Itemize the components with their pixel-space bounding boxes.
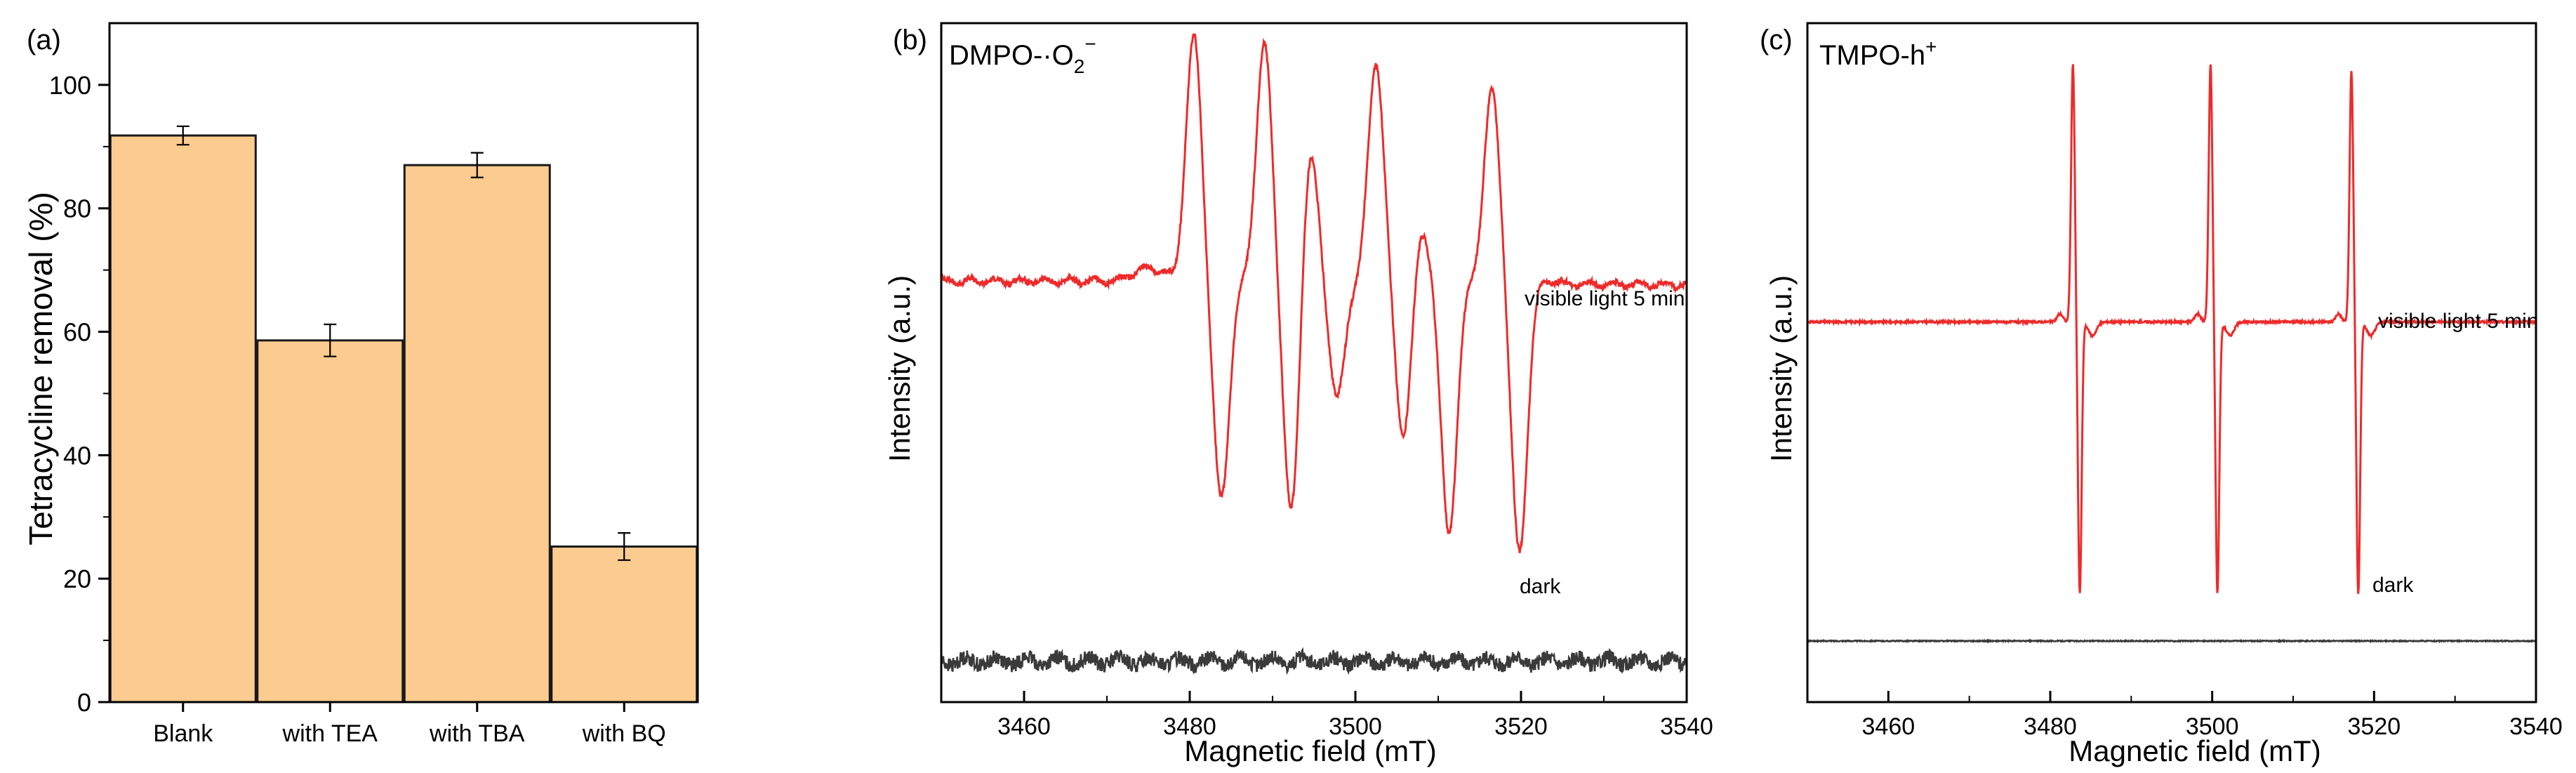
panel-b-epr-spectrum: (b) DMPO-·O2− Intensity (a.u.) Magnetic … <box>883 22 1713 767</box>
bar-with-tba <box>403 164 551 703</box>
bar-blank <box>109 134 257 703</box>
x-tick-label: 3500 <box>1329 713 1382 740</box>
x-tick-label: 3480 <box>1163 713 1216 740</box>
panel-c-plot-frame <box>1806 22 2537 703</box>
y-tick-label: 80 <box>63 194 91 223</box>
x-tick-label: 3520 <box>1494 713 1548 740</box>
y-tick-label: 20 <box>63 564 91 593</box>
visible-light-trace <box>1807 64 2537 594</box>
error-bar <box>324 323 337 357</box>
y-tick-label: 100 <box>49 71 91 100</box>
panel-c-xlabel: Magnetic field (mT) <box>2069 734 2321 767</box>
panel-b-xlabel: Magnetic field (mT) <box>1184 734 1436 767</box>
panel-b-dark-label: dark <box>1520 575 1561 598</box>
y-tick-label: 0 <box>77 688 91 717</box>
error-bar <box>176 125 190 146</box>
x-tick-label: 3520 <box>2348 713 2401 740</box>
x-tick-label: with TBA <box>429 720 525 747</box>
x-tick-label: 3500 <box>2186 713 2239 740</box>
y-tick-label: 40 <box>63 441 91 470</box>
panel-b-plot-frame <box>940 22 1688 703</box>
panel-b-ylabel: Intensity (a.u.) <box>883 275 916 462</box>
panel-a-label: (a) <box>27 25 61 55</box>
x-tick-label: 3480 <box>2024 713 2077 740</box>
panel-b-light-label: visible light 5 min <box>1525 287 1685 310</box>
dark-trace <box>1807 638 2537 644</box>
x-tick-label: 3540 <box>1660 713 1713 740</box>
visible-light-trace <box>940 33 1688 553</box>
panel-a-bar-chart: (a) Tetracycline removal (%) 0 20 40 60 80 10… <box>22 22 699 747</box>
bar-with-bq <box>550 545 698 703</box>
panel-b-title: DMPO-·O2− <box>949 33 1096 77</box>
x-tick-label: Blank <box>153 720 213 747</box>
x-tick-label: with BQ <box>582 720 666 747</box>
panel-b-label: (b) <box>893 25 927 55</box>
panel-a-plot-frame <box>108 22 699 703</box>
x-tick-label: 3460 <box>1862 713 1916 740</box>
panel-a-ylabel: Tetracycline removal (%) <box>22 192 59 546</box>
panel-c-title: TMPO-h+ <box>1819 36 1937 71</box>
x-tick-label: 3460 <box>997 713 1051 740</box>
panel-c-epr-spectrum: (c) TMPO-h+ Intensity (a.u.) Magnetic fi… <box>1760 22 2563 767</box>
x-tick-label: with TEA <box>282 720 378 747</box>
x-tick-label: 3540 <box>2509 713 2563 740</box>
panel-c-light-label: visible light 5 min <box>2378 310 2538 333</box>
error-bar <box>470 152 484 178</box>
error-bar <box>618 532 631 561</box>
y-tick-label: 60 <box>63 318 91 347</box>
panel-c-dark-label: dark <box>2372 574 2414 597</box>
panel-c-ylabel: Intensity (a.u.) <box>1765 275 1798 462</box>
panel-c-label: (c) <box>1760 25 1793 55</box>
bar-with-tea <box>256 339 404 703</box>
dark-trace <box>940 647 1688 675</box>
